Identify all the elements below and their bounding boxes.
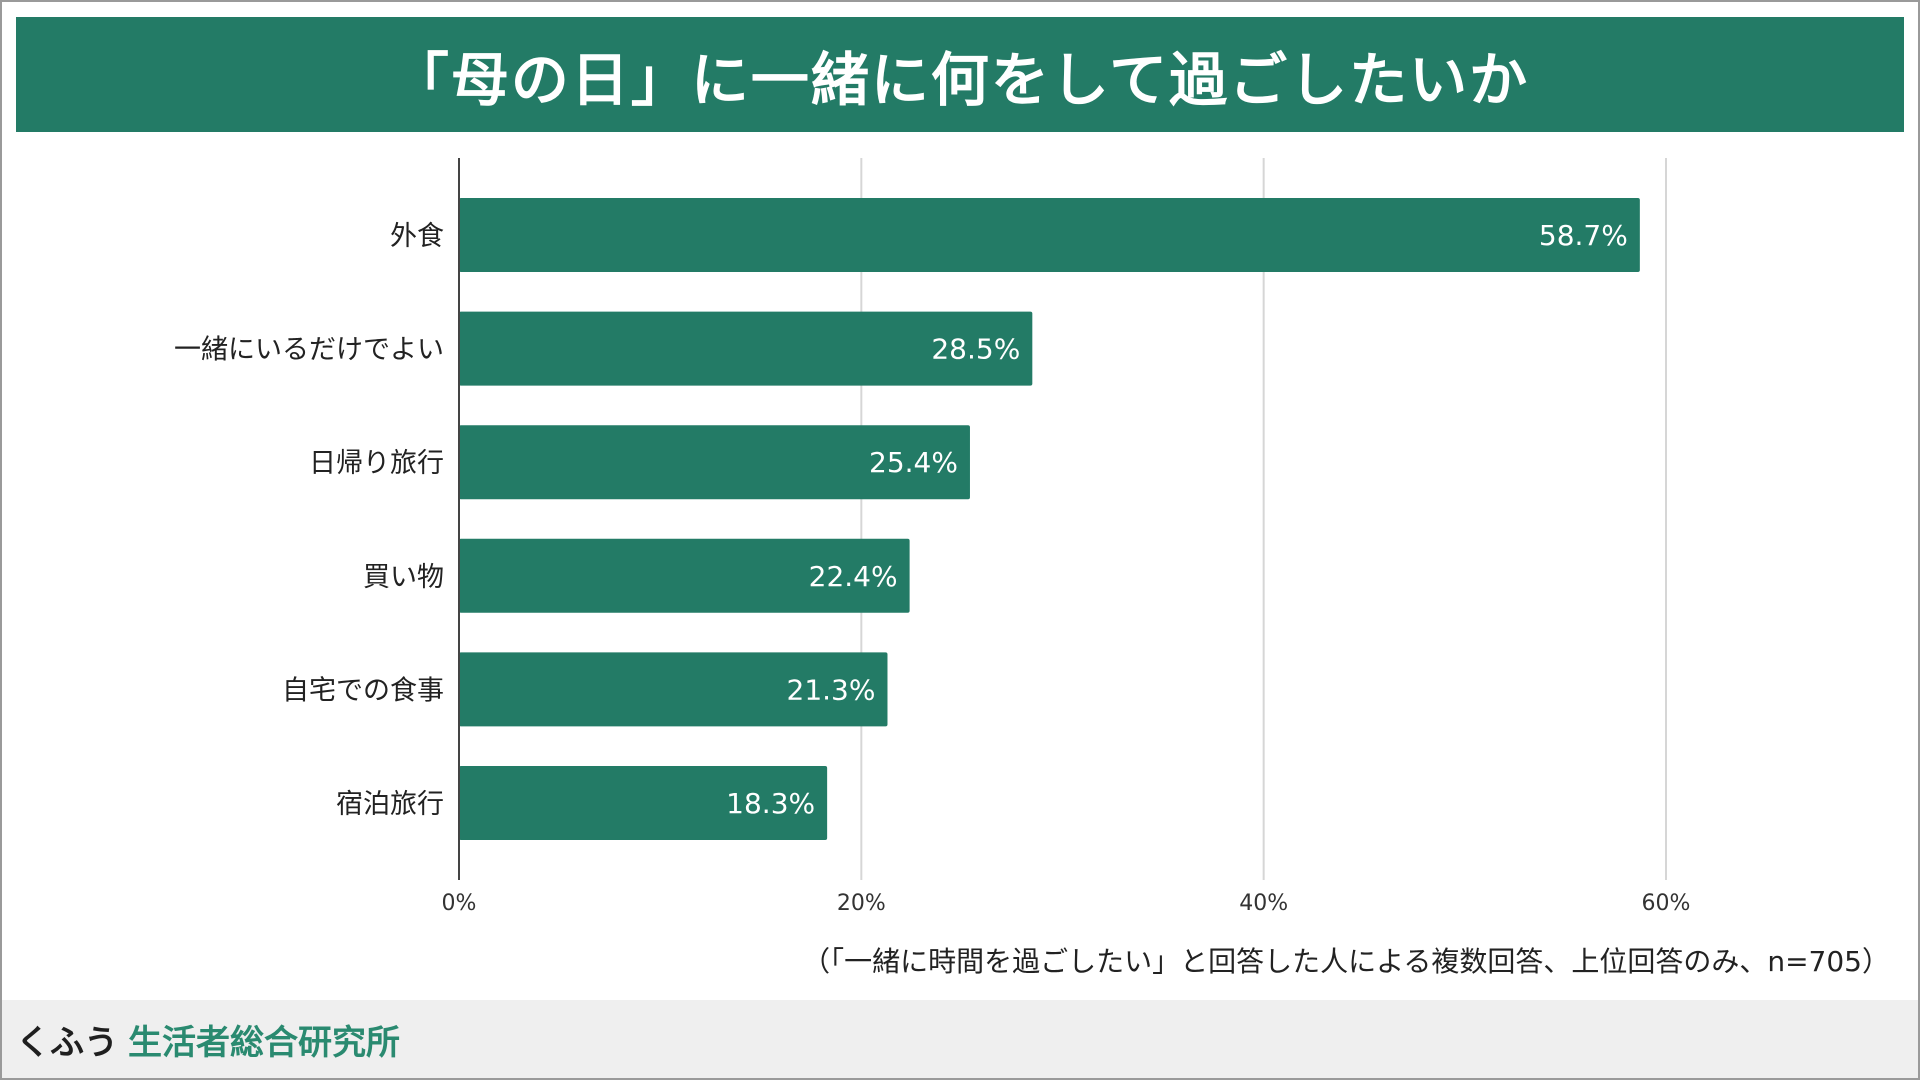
survey-note: （「一緒に時間を過ごしたい」と回答した人による複数回答、上位回答のみ、n=705… bbox=[802, 945, 1890, 978]
bar bbox=[459, 766, 828, 840]
category-label: 一緒にいるだけでよい bbox=[174, 335, 444, 366]
bar-value-label: 58.7% bbox=[1539, 219, 1628, 252]
x-tick-label: 0% bbox=[442, 891, 477, 916]
bars: 58.7% 28.5% 25.4% 22.4% 21.3% 18.3% bbox=[459, 198, 1640, 840]
footer-brand: くふう bbox=[16, 1022, 118, 1063]
category-label: 自宅での食事 bbox=[282, 675, 444, 706]
title-banner: 「母の日」に一緒に何をして過ごしたいか bbox=[16, 17, 1904, 132]
footer-org: 生活者総合研究所 bbox=[128, 1022, 400, 1063]
bar-value-label: 18.3% bbox=[726, 787, 815, 820]
x-tick-label: 20% bbox=[837, 891, 886, 916]
x-tick-labels: 0% 20% 40% 60% bbox=[442, 891, 1691, 916]
bar bbox=[459, 311, 1033, 386]
bar bbox=[459, 652, 888, 727]
bar-value-label: 22.4% bbox=[809, 560, 898, 593]
category-label: 宿泊旅行 bbox=[336, 789, 444, 820]
grid-lines bbox=[860, 158, 1667, 880]
x-tick-label: 60% bbox=[1642, 891, 1691, 916]
bar bbox=[459, 198, 1640, 272]
bar bbox=[459, 425, 970, 500]
bar-value-label: 28.5% bbox=[931, 333, 1020, 366]
category-label: 外食 bbox=[390, 221, 444, 252]
bar bbox=[459, 538, 910, 613]
category-label: 日帰り旅行 bbox=[309, 448, 444, 479]
footer: くふう 生活者総合研究所 bbox=[2, 1000, 1918, 1078]
x-tick-label: 40% bbox=[1239, 891, 1288, 916]
bar-value-label: 25.4% bbox=[869, 446, 958, 479]
chart-title: 「母の日」に一緒に何をして過ごしたいか bbox=[390, 45, 1530, 114]
bar-value-label: 21.3% bbox=[787, 673, 876, 706]
category-label: 買い物 bbox=[363, 562, 444, 593]
